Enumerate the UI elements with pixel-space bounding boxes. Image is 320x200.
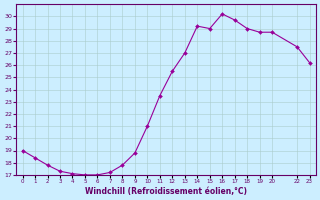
X-axis label: Windchill (Refroidissement éolien,°C): Windchill (Refroidissement éolien,°C) bbox=[85, 187, 247, 196]
